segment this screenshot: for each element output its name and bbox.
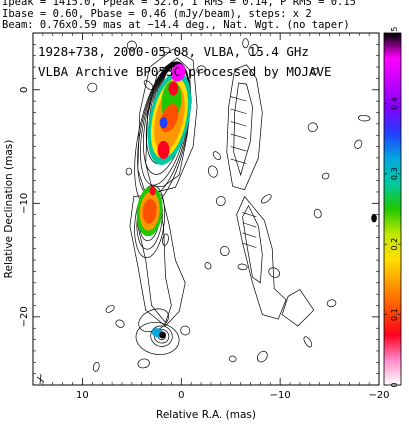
noise-contour: [92, 361, 100, 372]
colorbar-tick-label: 0.4: [390, 97, 399, 110]
polarization-vector: [242, 212, 257, 218]
x-tick-label: 0: [178, 390, 184, 401]
pol-contour: [226, 64, 263, 191]
polarization-blob: [168, 81, 179, 96]
noise-contour: [303, 336, 313, 348]
polarization-blob: [171, 63, 186, 82]
jet-envelope: [145, 57, 192, 187]
y-tick-label: −20: [19, 306, 30, 327]
contour-lines: [87, 38, 377, 372]
polarization-vector: [242, 222, 257, 228]
noise-contour: [321, 172, 330, 180]
noise-contour: [105, 305, 115, 313]
noise-contour: [87, 82, 98, 93]
noise-contour: [215, 196, 226, 206]
x-tick-label: 10: [76, 390, 89, 401]
noise-contour: [371, 213, 377, 223]
noise-contour: [237, 263, 248, 271]
polarization-color-map: [136, 63, 192, 339]
polarization-vector: [230, 121, 247, 127]
noise-contour: [313, 208, 322, 219]
plot-title-line-1: 1928+738, 2000-05-08, VLBA, 15.4 GHz: [38, 44, 309, 59]
x-tick-label: −10: [270, 390, 291, 401]
noise-contour: [212, 151, 221, 160]
header-line-2: Ibase = 0.60, Pbase = 0.46 (mJy/beam), s…: [2, 8, 312, 20]
polarization-vector: [242, 232, 257, 238]
pol-contour: [281, 289, 315, 327]
colorbar-tick-label: 0.1: [390, 308, 399, 321]
plot-frame: [32, 32, 380, 386]
noise-contour: [257, 350, 268, 363]
noise-contour: [242, 38, 249, 49]
y-tick-label: 0: [19, 87, 30, 93]
polarization-vector: [242, 242, 257, 248]
noise-contour: [261, 194, 272, 204]
colorbar-tick-label: 0.2: [390, 238, 399, 251]
noise-contour: [126, 40, 137, 51]
noise-contour: [162, 233, 169, 246]
colorbar-tick-label: 0.5: [390, 27, 399, 40]
polarization-blob: [149, 186, 156, 196]
noise-contour: [357, 114, 371, 122]
polarization-vector: [230, 158, 247, 164]
colorbar-tick-label: 0.3: [390, 167, 399, 180]
polarization-blob: [159, 117, 168, 129]
noise-contour: [204, 262, 212, 270]
polarization-vector: [230, 146, 247, 152]
jet-envelope: [129, 193, 186, 327]
polarization-vector: [230, 96, 247, 102]
polarization-blob: [157, 140, 170, 160]
noise-contour: [307, 122, 318, 133]
noise-contour: [196, 65, 206, 74]
noise-contour: [268, 267, 281, 278]
beam-marker: [36, 373, 45, 385]
polarization-vector: [230, 133, 247, 139]
y-axis-label: Relative Declination (mas): [3, 140, 15, 279]
jet-envelope: [137, 48, 198, 195]
x-axis-label: Relative R.A. (mas): [156, 409, 256, 421]
polarization-vector: [230, 108, 247, 114]
noise-contour: [143, 80, 154, 91]
knot-contour: [150, 325, 173, 347]
header-line-1: Ipeak = 1415.0, Ppeak = 32.6, I RMS = 0.…: [2, 0, 357, 8]
pol-contour: [233, 82, 253, 177]
polarization-blob: [142, 198, 157, 224]
noise-contour: [137, 358, 150, 369]
x-tick-label: −20: [368, 390, 389, 401]
component-contour: [134, 184, 166, 259]
noise-contour: [326, 299, 337, 308]
noise-contour: [125, 167, 133, 176]
pol-contour: [236, 195, 287, 320]
noise-contour: [248, 44, 259, 56]
noise-contour: [115, 319, 125, 328]
noise-contour: [228, 355, 237, 363]
noise-contour: [219, 246, 230, 256]
noise-contour: [311, 68, 319, 76]
plot-title-line-2: VLBA Archive BP053C processed by MOJAVE: [38, 64, 332, 79]
header-line-3: Beam: 0.76x0.59 mas at −14.4 deg., Nat. …: [2, 19, 350, 31]
colorbar-tick-label: 0: [390, 382, 399, 387]
noise-contour: [180, 325, 191, 336]
y-tick-label: −10: [19, 193, 30, 214]
polarization-blob: [159, 331, 166, 339]
pol-contour: [242, 204, 263, 284]
colorbar: [383, 32, 402, 386]
noise-contour: [162, 46, 171, 54]
noise-contour: [208, 165, 218, 178]
knot-contour: [135, 321, 180, 355]
noise-contour: [354, 139, 363, 149]
